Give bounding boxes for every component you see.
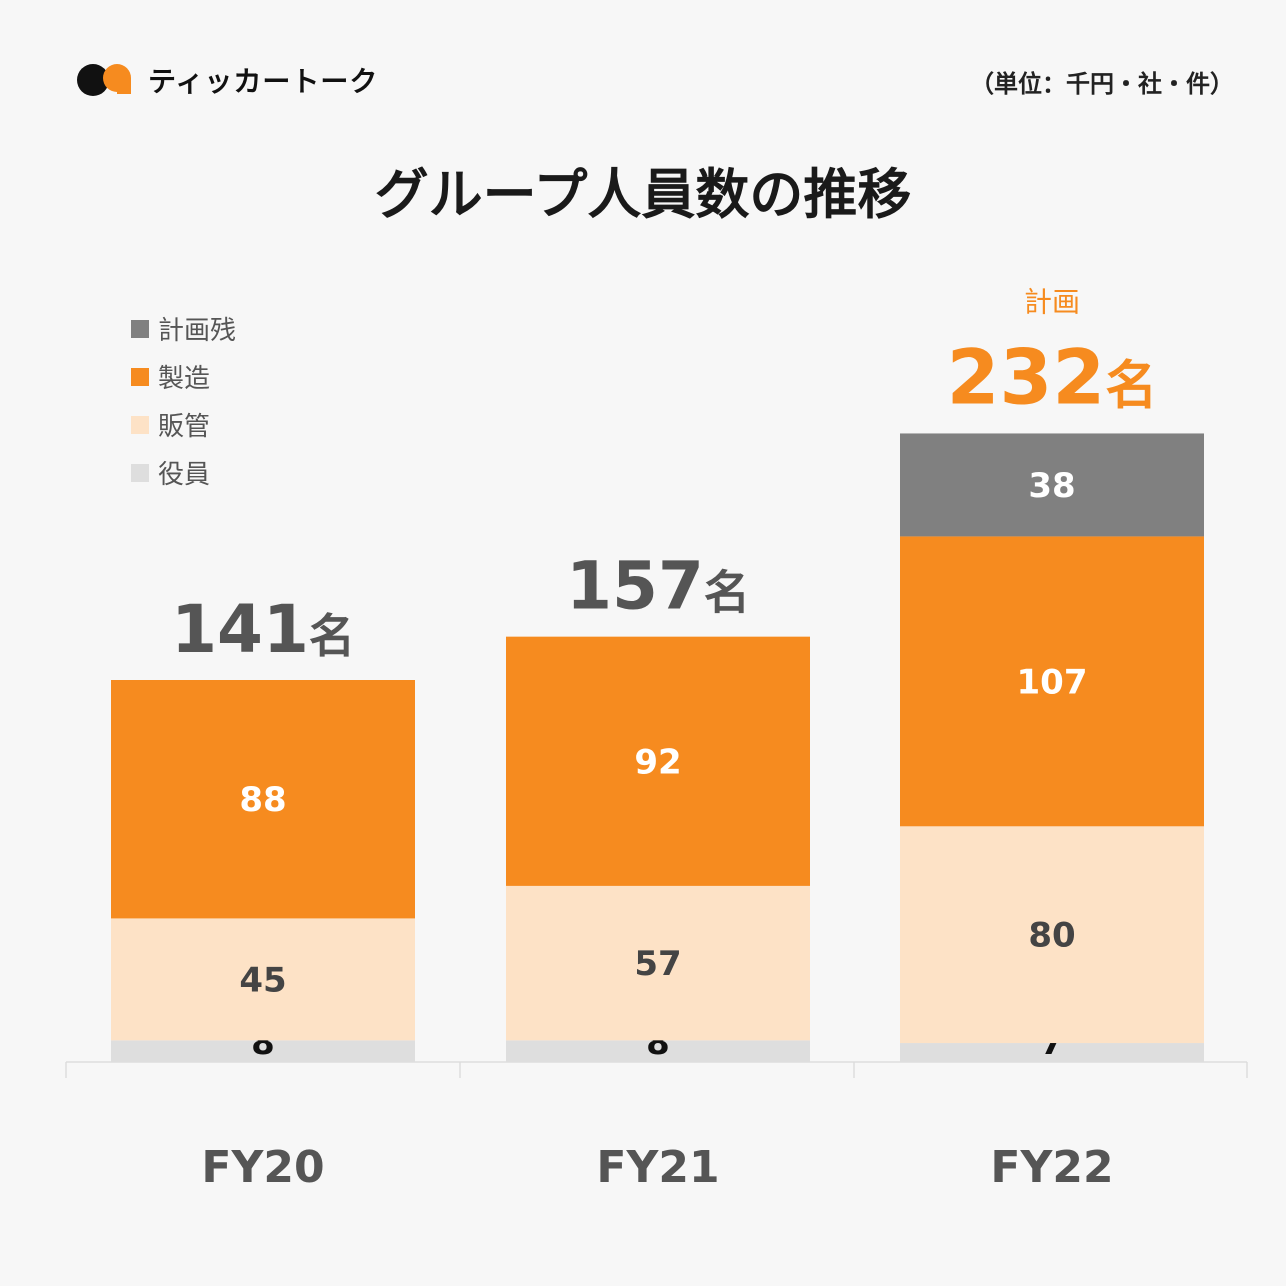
chart-title: グループ人員数の推移 <box>374 163 912 226</box>
brand-logo: ティッカートーク <box>76 60 378 100</box>
bar-manufacturing-FY20 <box>111 680 415 919</box>
bar-manufacturing-FY21 <box>506 636 810 886</box>
bar-officers-FY20 <box>111 1040 415 1062</box>
data-label-sales-admin: 57 <box>634 944 681 984</box>
x-tick-label: FY20 <box>201 1142 324 1193</box>
bar-sales-admin-FY21 <box>506 885 810 1041</box>
legend-label: 役員 <box>158 460 210 490</box>
bar-sales-admin-FY22 <box>900 826 1204 1044</box>
legend-swatch <box>131 320 149 338</box>
bar-plan-remaining-FY22 <box>900 433 1204 537</box>
bar-sales-admin-FY20 <box>111 918 415 1041</box>
data-label-manufacturing: 107 <box>1017 662 1088 702</box>
x-tick-label: FY21 <box>596 1142 719 1193</box>
x-tick-label: FY22 <box>990 1142 1113 1193</box>
data-label-manufacturing: 88 <box>239 780 286 820</box>
plan-label: 計画 <box>1024 285 1080 318</box>
total-label-FY20: 141名 <box>171 591 355 668</box>
bar-officers-FY22 <box>900 1043 1204 1062</box>
legend-swatch <box>131 464 149 482</box>
legend-label: 販管 <box>158 412 210 442</box>
total-label-FY21: 157名 <box>566 548 750 625</box>
unit-note: （単位：千円・社・件） <box>970 70 1234 98</box>
data-label-sales-admin: 80 <box>1028 916 1075 956</box>
legend-label: 製造 <box>158 364 210 394</box>
data-label-plan-remaining: 38 <box>1028 466 1075 506</box>
data-label-manufacturing: 92 <box>634 742 681 782</box>
legend-swatch <box>131 416 149 434</box>
total-label-FY22: 232名 <box>947 332 1158 421</box>
logo-icon <box>77 64 131 96</box>
bar-officers-FY21 <box>506 1040 810 1062</box>
legend-label: 計画残 <box>158 316 236 346</box>
bar-manufacturing-FY22 <box>900 536 1204 827</box>
legend-swatch <box>131 368 149 386</box>
data-label-sales-admin: 45 <box>239 960 286 1000</box>
brand-name: ティッカートーク <box>148 65 379 98</box>
